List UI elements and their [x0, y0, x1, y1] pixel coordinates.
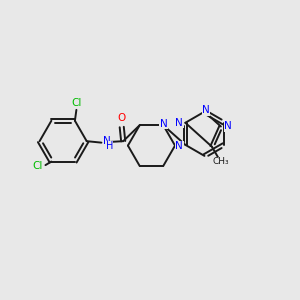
Text: N: N	[175, 118, 183, 128]
Text: Cl: Cl	[71, 98, 82, 107]
Text: N: N	[224, 122, 232, 131]
Text: CH₃: CH₃	[212, 158, 229, 166]
Text: Cl: Cl	[32, 161, 43, 171]
Text: N: N	[103, 136, 110, 146]
Text: N: N	[175, 141, 183, 151]
Text: H: H	[106, 141, 113, 151]
Text: N: N	[160, 119, 168, 129]
Text: N: N	[202, 105, 210, 115]
Text: O: O	[118, 113, 126, 124]
